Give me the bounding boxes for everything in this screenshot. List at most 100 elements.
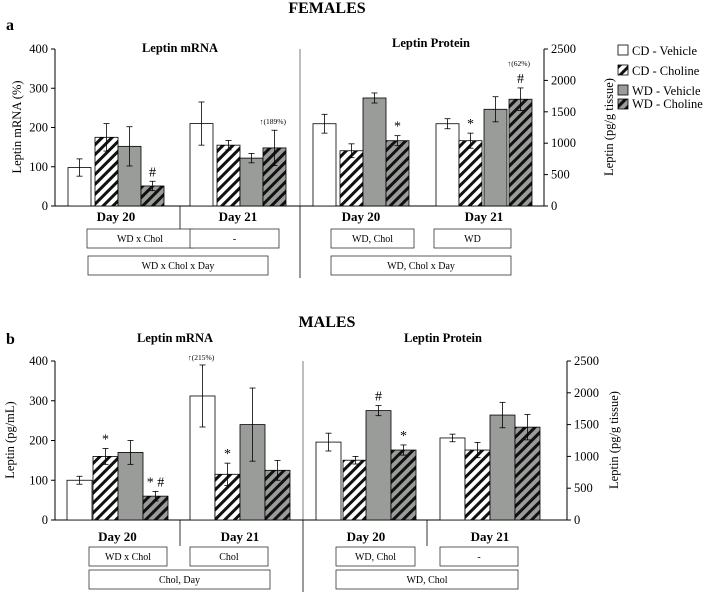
females-right-tick-label: 2500 (551, 42, 576, 56)
females-bar-wd-vehicle (239, 157, 264, 207)
females-bar-cd-choline (216, 144, 241, 207)
males-left-tick-label: 400 (29, 354, 48, 368)
males-mrna-subtitle: Leptin mRNA (137, 331, 213, 345)
males-right-tick-label: 1500 (574, 418, 599, 432)
legend-item-wd-vehicle: WD - Vehicle (617, 84, 701, 98)
females-plot: 0 100 200 300 400 0 500 1000 1500 2000 2500 # Day 20… (29, 42, 576, 278)
females-significance-mark: # (517, 72, 524, 87)
legend-label-cd-vehicle: CD - Vehicle (632, 44, 697, 58)
males-bar-wd-vehicle (489, 414, 516, 521)
males-bar-cd-choline (464, 449, 491, 521)
males-stats-label: WD, Chol (406, 575, 447, 586)
males-significance-mark: * (224, 447, 231, 462)
males-significance-mark: * (102, 432, 109, 447)
males-right-tick-label: 2500 (574, 354, 599, 368)
males-right-tick-label: 1000 (574, 449, 599, 463)
males-left-tick-label: 0 (42, 513, 48, 527)
legend-swatch-cd-vehicle (617, 44, 629, 56)
females-left-ylabel: Leptin mRNA (%) (10, 80, 24, 173)
females-right-ylabel: Leptin (pg/g tissue) (602, 78, 616, 176)
males-bar-wd-choline (390, 449, 417, 521)
legend-label-cd-choline: CD - Choline (632, 64, 700, 78)
males-bar-wd-vehicle (365, 410, 392, 521)
females-stats-label: - (233, 234, 236, 245)
females-significance-mark: # (149, 165, 156, 180)
females-stats-box (189, 228, 280, 249)
females-stats-label: WD x Chol (117, 234, 163, 245)
females-stats-box (330, 255, 512, 276)
males-left-tick-label: 100 (29, 473, 48, 487)
females-stats-label: WD, Chol x Day (387, 261, 455, 272)
females-significance-mark: * (467, 117, 474, 132)
females-protein-subtitle: Leptin Protein (392, 36, 470, 50)
males-bar-cd-vehicle (66, 479, 93, 521)
females-right-tick-label: 500 (551, 168, 570, 182)
males-stats-label: WD x Chol (105, 552, 151, 563)
males-right-tick-label: 0 (574, 513, 580, 527)
males-bar-cd-vehicle (315, 441, 342, 521)
males-stats-label: WD, Chol (355, 552, 396, 563)
panel-a-letter: a (6, 17, 14, 34)
legend: CD - Vehicle CD - Choline WD - Vehicle W… (617, 44, 703, 111)
females-bar-wd-vehicle (362, 97, 387, 207)
legend-item-cd-choline: CD - Choline (617, 64, 700, 78)
males-bar-cd-choline (92, 455, 119, 521)
females-stats-label: WD (464, 234, 481, 245)
males-stats-box (88, 546, 168, 567)
males-bar-cd-vehicle (439, 437, 466, 521)
males-bar-wd-choline (514, 426, 541, 521)
males-right-tick-label: 2000 (574, 386, 599, 400)
females-left-tick-label: 100 (29, 160, 48, 174)
females-right-tick-label: 0 (551, 199, 557, 213)
males-left-tick-label: 300 (29, 394, 48, 408)
females-stats-box (433, 228, 512, 249)
females-percent-note: ↑(62%) (508, 59, 531, 68)
females-bar-cd-vehicle (312, 123, 337, 207)
legend-label-wd-choline: WD - Choline (632, 97, 703, 111)
males-stats-box (88, 569, 271, 590)
males-stats-label: Chol, Day (159, 575, 200, 586)
males-left-ylabel: Leptin (pg/mL) (3, 401, 17, 478)
females-stats-label: WD x Chol x Day (142, 261, 215, 272)
legend-label-wd-vehicle: WD - Vehicle (632, 84, 701, 98)
males-right-tick-label: 500 (574, 481, 593, 495)
females-left-tick-label: 200 (29, 121, 48, 135)
males-plot: 0 100 200 300 400 0 500 1000 1500 2000 2500 * * # Day… (29, 353, 599, 592)
legend-item-wd-choline: WD - Choline (617, 97, 703, 111)
legend-swatch-wd-choline (617, 98, 629, 110)
males-percent-note: ↑(215%) (188, 353, 215, 362)
females-stats-label: WD, Chol (352, 234, 393, 245)
males-stats-box (335, 569, 519, 590)
males-bar-cd-choline (342, 459, 369, 521)
females-mrna-subtitle: Leptin mRNA (142, 41, 218, 55)
females-stats-box (87, 255, 269, 276)
males-stats-box (439, 546, 519, 567)
males-protein-subtitle: Leptin Protein (404, 331, 482, 345)
legend-swatch-cd-choline (617, 64, 629, 76)
males-day-label: Day 21 (221, 529, 260, 544)
females-left-tick-label: 0 (42, 199, 48, 213)
males-day-label: Day 21 (471, 529, 510, 544)
females-significance-mark: * (394, 120, 401, 135)
males-significance-mark: * (400, 429, 407, 444)
females-bar-cd-choline (458, 140, 483, 207)
females-day-label: Day 20 (342, 209, 381, 224)
females-right-tick-label: 1000 (551, 136, 576, 150)
males-stats-label: Chol (219, 552, 239, 563)
females-title: FEMALES (288, 0, 365, 17)
females-right-tick-label: 2000 (551, 73, 576, 87)
females-bar-wd-vehicle (483, 108, 508, 207)
males-right-ylabel: Leptin (pg/g tissue) (607, 391, 621, 489)
females-bar-wd-choline (508, 98, 533, 207)
males-stats-label: - (477, 552, 480, 563)
females-day-label: Day 21 (219, 209, 258, 224)
females-left-tick-label: 300 (29, 81, 48, 95)
males-significance-mark: * # (147, 475, 165, 490)
males-day-label: Day 20 (347, 529, 386, 544)
females-percent-note: ↑(189%) (260, 117, 287, 126)
males-day-label: Day 20 (98, 529, 137, 544)
females-bar-cd-vehicle (435, 123, 460, 207)
females-left-tick-label: 400 (29, 42, 48, 56)
females-bar-wd-choline (385, 140, 410, 207)
